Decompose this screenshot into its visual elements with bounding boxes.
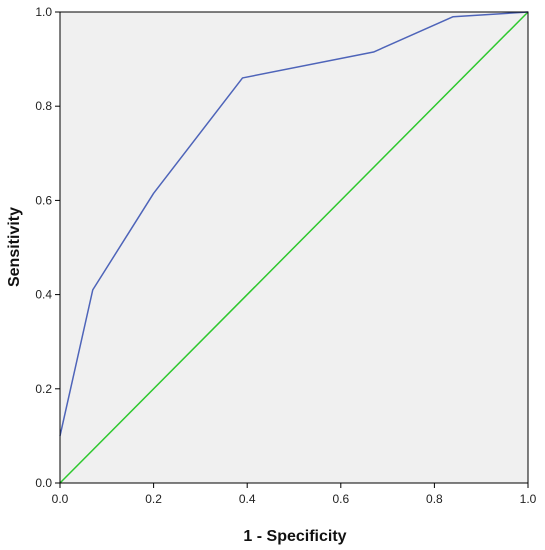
plot-layer: 0.0 0.2 0.4 0.6 0.8 1.0 0.0 0.2 0.4 0.6 0.8 1.0 bbox=[35, 5, 536, 506]
y-tick-label: 0.8 bbox=[35, 99, 52, 113]
y-tick-label: 0.6 bbox=[35, 193, 52, 207]
y-tick-label: 0.4 bbox=[35, 288, 52, 302]
y-tick-label: 1.0 bbox=[35, 5, 52, 19]
plot-frame bbox=[59, 11, 529, 484]
x-tick-label: 0.2 bbox=[145, 492, 162, 506]
x-tick-label: 0.4 bbox=[239, 492, 256, 506]
y-axis-title: Sensitivity bbox=[6, 207, 23, 287]
x-tick-label: 1.0 bbox=[520, 492, 537, 506]
reference-line bbox=[59, 11, 529, 484]
x-axis-title: 1 - Specificity bbox=[243, 528, 346, 545]
y-tick-label: 0.2 bbox=[35, 382, 52, 396]
x-tick-label: 0.6 bbox=[332, 492, 349, 506]
roc-curve-line bbox=[59, 11, 529, 437]
y-tick-label: 0.0 bbox=[35, 476, 52, 490]
x-tick-label: 0.8 bbox=[426, 492, 443, 506]
x-tick-label: 0.0 bbox=[52, 492, 69, 506]
